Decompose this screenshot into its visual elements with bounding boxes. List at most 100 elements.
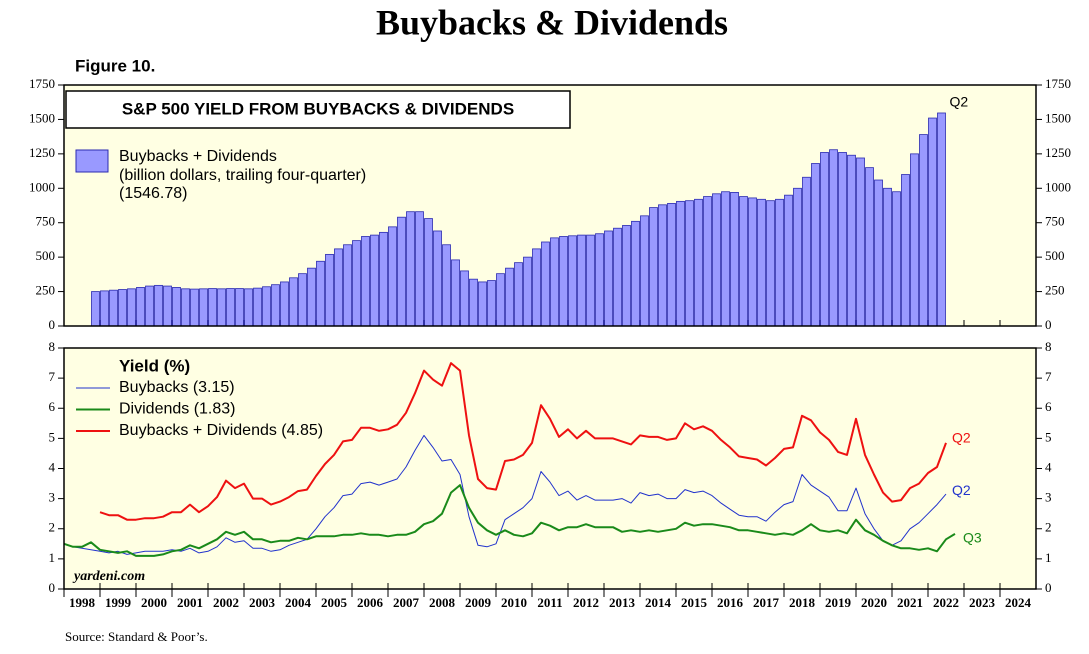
x-tick-label: 2015 xyxy=(681,595,708,610)
panel-title-box xyxy=(65,90,571,129)
end-label: Q3 xyxy=(963,530,982,546)
y-tick-label-right: 5 xyxy=(1045,429,1052,444)
y-tick-label: 5 xyxy=(49,429,56,444)
y-tick-label-right: 8 xyxy=(1045,339,1052,354)
bar xyxy=(865,167,874,327)
bar xyxy=(937,112,946,327)
x-tick-label: 2008 xyxy=(429,595,456,610)
y-tick-label: 1000 xyxy=(29,179,55,194)
bar xyxy=(280,281,289,327)
plot-frame xyxy=(63,84,1037,327)
x-tick-label: 2023 xyxy=(969,595,996,610)
legend-note: (1546.78) xyxy=(119,185,188,202)
bar xyxy=(721,191,730,327)
x-tick-label: 2009 xyxy=(465,595,492,610)
bar xyxy=(559,236,568,327)
end-label: Q2 xyxy=(952,430,971,446)
bar xyxy=(109,289,118,327)
panel-title: S&P 500 YIELD FROM BUYBACKS & DIVIDENDS xyxy=(122,99,514,118)
y-tick-label-right: 4 xyxy=(1045,459,1052,474)
y-tick-label-right: 1500 xyxy=(1045,110,1071,125)
bar xyxy=(766,200,775,327)
x-tick-label: 2010 xyxy=(501,595,527,610)
bar xyxy=(163,285,172,327)
end-label: Q2 xyxy=(952,482,971,498)
legend-note: (billion dollars, trailing four-quarter) xyxy=(119,167,366,184)
bar xyxy=(910,153,919,327)
bar xyxy=(505,267,514,327)
x-tick-label: 2019 xyxy=(825,595,852,610)
y-tick-label: 750 xyxy=(36,214,56,229)
series-line xyxy=(63,484,956,557)
x-tick-label: 2021 xyxy=(897,595,923,610)
bar xyxy=(739,196,748,327)
end-label: Q2 xyxy=(950,94,969,110)
figure-label: Figure 10. xyxy=(75,56,155,75)
bar xyxy=(883,187,892,327)
bar xyxy=(262,286,271,327)
bar xyxy=(694,198,703,327)
bar xyxy=(217,288,226,327)
x-tick-label: 1999 xyxy=(105,595,132,610)
plot-area xyxy=(64,348,1036,589)
bar xyxy=(568,235,577,327)
y-tick-label: 250 xyxy=(36,283,56,298)
bar xyxy=(271,284,280,327)
x-tick-label: 2005 xyxy=(321,595,348,610)
x-tick-label: 2013 xyxy=(609,595,636,610)
y-tick-label-right: 1 xyxy=(1045,550,1052,565)
legend-label: Buybacks (3.15) xyxy=(119,379,235,396)
y-tick-label-right: 6 xyxy=(1045,399,1052,414)
page-title: Buybacks & Dividends xyxy=(376,2,728,42)
bar xyxy=(613,227,622,327)
y-tick-label-right: 1000 xyxy=(1045,179,1071,194)
legend-title: Yield (%) xyxy=(119,356,190,375)
bar xyxy=(460,270,469,327)
y-tick-label: 7 xyxy=(49,369,56,384)
bar xyxy=(793,187,802,327)
y-tick-label-right: 1250 xyxy=(1045,145,1071,160)
bar xyxy=(307,267,316,327)
bar xyxy=(784,194,793,327)
bar xyxy=(622,225,631,327)
bar xyxy=(496,273,505,327)
bar xyxy=(685,200,694,327)
bar xyxy=(820,152,829,327)
bar xyxy=(667,203,676,327)
bar xyxy=(748,197,757,327)
bar xyxy=(802,176,811,327)
bar xyxy=(586,234,595,327)
y-tick-label-right: 750 xyxy=(1045,214,1065,229)
bar xyxy=(235,288,244,327)
bar xyxy=(442,244,451,327)
bar xyxy=(703,196,712,327)
legend-label: Buybacks + Dividends xyxy=(119,148,277,165)
series-line xyxy=(99,362,947,521)
bar xyxy=(595,233,604,327)
x-tick-label: 2000 xyxy=(141,595,167,610)
x-tick-label: 2016 xyxy=(717,595,744,610)
bar xyxy=(136,287,145,327)
y-tick-label-right: 1750 xyxy=(1045,76,1071,91)
bar xyxy=(469,278,478,327)
y-tick-label: 0 xyxy=(49,317,56,332)
bar xyxy=(433,230,442,327)
bar xyxy=(100,290,109,327)
bar xyxy=(253,287,262,327)
x-tick-label: 1998 xyxy=(69,595,96,610)
bar xyxy=(811,163,820,327)
bar xyxy=(901,174,910,327)
y-tick-label: 3 xyxy=(49,490,56,505)
x-tick-label: 2024 xyxy=(1005,595,1032,610)
x-tick-label: 2003 xyxy=(249,595,276,610)
bar xyxy=(370,234,379,327)
bar xyxy=(154,284,163,327)
bar xyxy=(172,287,181,327)
y-tick-label: 1750 xyxy=(29,76,55,91)
y-tick-label: 1250 xyxy=(29,145,55,160)
bar xyxy=(640,215,649,327)
x-tick-label: 2022 xyxy=(933,595,959,610)
bar xyxy=(352,240,361,327)
